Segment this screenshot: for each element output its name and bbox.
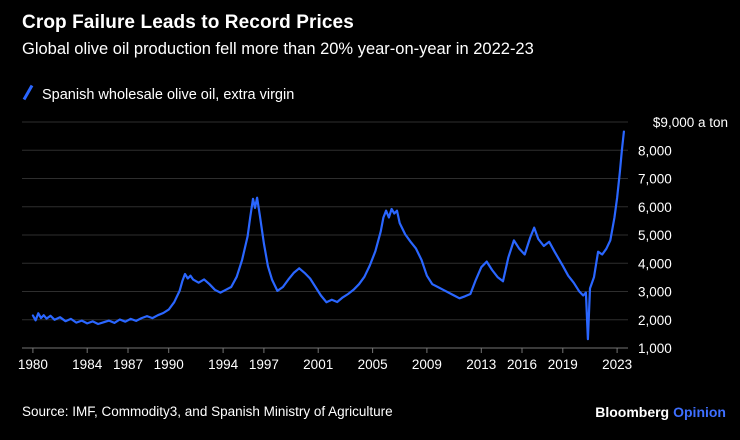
x-tick-label: 1987 (113, 357, 143, 372)
x-tick-label: 1997 (249, 357, 279, 372)
x-tick-label: 2009 (412, 357, 442, 372)
x-tick-label: 1984 (72, 357, 103, 372)
x-tick-label: 2001 (303, 357, 333, 372)
price-chart: 8,000 7,000 6,000 5,000 4,000 3,000 2,000 1,000… (18, 121, 672, 372)
brand-name: Bloomberg (595, 404, 670, 420)
x-tick-label: 1990 (154, 357, 184, 372)
y-tick-label: 8,000 (638, 143, 672, 158)
y-tick-label: 3,000 (638, 285, 672, 300)
y-tick-label: 4,000 (638, 256, 672, 271)
y-tick-label: 5,000 (638, 228, 672, 243)
chart-subtitle: Global olive oil production fell more th… (22, 40, 534, 58)
y-tick-label: 7,000 (638, 172, 672, 187)
brand-logo: Bloomberg Opinion (595, 404, 726, 420)
chart-area: 8,000 7,000 6,000 5,000 4,000 3,000 2,000 1,000… (0, 105, 740, 395)
legend-label: Spanish wholesale olive oil, extra virgi… (42, 87, 295, 103)
y-axis-top-label: $9,000 a ton (652, 115, 728, 130)
y-tick-label: 2,000 (638, 313, 672, 328)
y-tick-label: 1,000 (638, 341, 672, 356)
x-tick-label: 2005 (358, 357, 388, 372)
chart-title: Crop Failure Leads to Record Prices (22, 12, 354, 33)
y-tick-label: 6,000 (638, 200, 672, 215)
x-tick-label: 1994 (208, 357, 239, 372)
x-tick-label: 2013 (466, 357, 496, 372)
legend-slash-line (22, 84, 34, 101)
x-tick-label: 2019 (548, 357, 578, 372)
x-tick-label: 1980 (18, 357, 48, 372)
source-note: Source: IMF, Commodity3, and Spanish Min… (22, 404, 393, 419)
legend-slash-icon (22, 84, 34, 106)
x-tick-label: 2016 (507, 357, 537, 372)
x-tick-label: 2023 (602, 357, 632, 372)
legend: Spanish wholesale olive oil, extra virgi… (22, 84, 294, 106)
price-line (31, 130, 625, 341)
brand-suffix: Opinion (673, 404, 726, 420)
